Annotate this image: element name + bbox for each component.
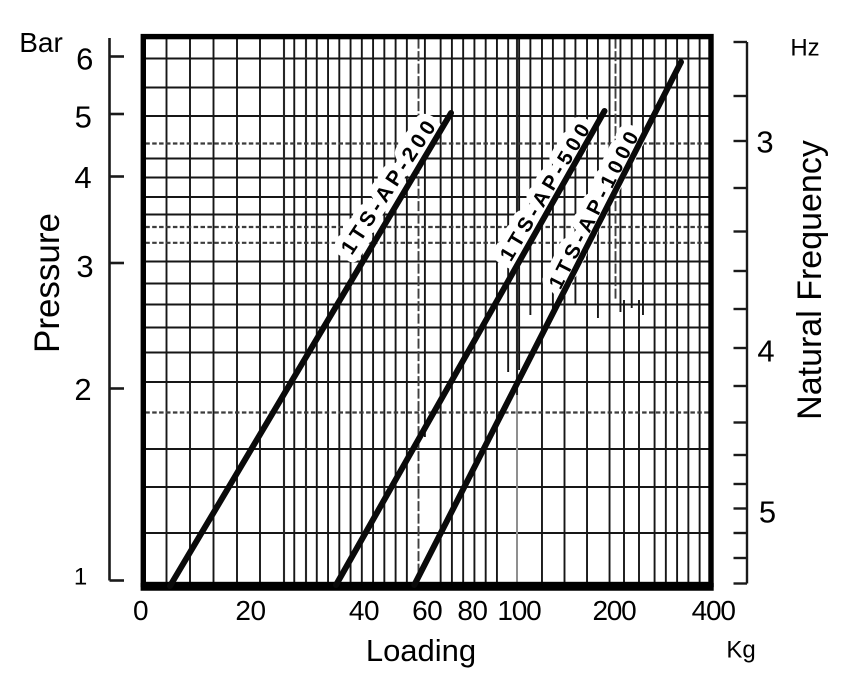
svg-text:60: 60 <box>412 595 442 626</box>
svg-text:Loading: Loading <box>366 633 476 668</box>
svg-text:Bar: Bar <box>19 27 63 58</box>
svg-text:3: 3 <box>756 124 773 159</box>
svg-text:80: 80 <box>457 595 487 626</box>
svg-text:200: 200 <box>592 595 636 626</box>
svg-text:1: 1 <box>74 564 87 591</box>
svg-text:40: 40 <box>349 595 379 626</box>
svg-text:Hz: Hz <box>790 35 819 62</box>
svg-text:20: 20 <box>235 595 265 626</box>
svg-text:100: 100 <box>497 595 541 626</box>
svg-text:0: 0 <box>133 595 148 626</box>
svg-text:3: 3 <box>76 249 93 284</box>
svg-text:Kg: Kg <box>726 636 755 663</box>
svg-text:6: 6 <box>76 42 93 77</box>
svg-text:4: 4 <box>757 333 774 368</box>
svg-text:5: 5 <box>759 494 776 529</box>
svg-text:2: 2 <box>74 372 91 407</box>
svg-text:5: 5 <box>75 100 92 135</box>
svg-text:Natural Frequency: Natural Frequency <box>791 140 829 420</box>
svg-text:4: 4 <box>74 160 91 195</box>
svg-text:400: 400 <box>692 595 736 626</box>
svg-text:Pressure: Pressure <box>28 213 67 353</box>
